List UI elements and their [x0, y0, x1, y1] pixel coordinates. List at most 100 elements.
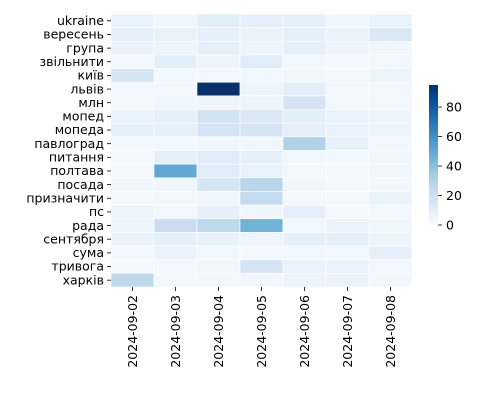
heatmap-cell: [368, 54, 413, 69]
heatmap-cell: [153, 232, 198, 247]
heatmap-cell: [196, 122, 241, 138]
x-tick-label: 2024-09-03: [168, 295, 183, 368]
heatmap-cell: [325, 68, 370, 83]
heatmap-cell: [239, 95, 284, 110]
heatmap-cell: [325, 13, 370, 28]
heatmap-cell: [196, 163, 241, 179]
heatmap-cell: [196, 68, 241, 83]
heatmap-cell: [153, 13, 198, 28]
heatmap-cell: [368, 81, 413, 97]
y-tick-label: мопед: [62, 109, 104, 124]
heatmap-cell: [282, 232, 327, 247]
heatmap-cell: [153, 109, 198, 124]
heatmap-cell: [239, 54, 284, 69]
heatmap-cell: [325, 245, 370, 261]
heatmap-cell: [325, 232, 370, 247]
heatmap-cell: [282, 136, 327, 151]
heatmap-cell: [239, 81, 284, 97]
heatmap-cell: [368, 40, 413, 56]
heatmap-cell: [110, 27, 155, 42]
heatmap-cell: [110, 68, 155, 83]
heatmap-cell: [325, 177, 370, 192]
heatmap-cell: [110, 13, 155, 28]
heatmap-cell: [368, 163, 413, 179]
x-tick-label: 2024-09-02: [125, 295, 140, 368]
heatmap-cell: [196, 259, 241, 274]
heatmap-cell: [239, 218, 284, 233]
heatmap-cell: [110, 245, 155, 261]
heatmap-cell: [196, 136, 241, 151]
heatmap-cell: [368, 245, 413, 261]
heatmap-cell: [239, 177, 284, 192]
heatmap-cell: [153, 68, 198, 83]
heatmap-cell: [239, 163, 284, 179]
heatmap-cell: [325, 109, 370, 124]
heatmap-cell: [239, 191, 284, 206]
colorbar-tick-label: 80: [446, 99, 462, 114]
heatmap-cell: [325, 150, 370, 165]
y-tick-label: пс: [89, 204, 104, 219]
heatmap-cell: [196, 54, 241, 69]
heatmap-cell: [110, 259, 155, 274]
heatmap-cell: [196, 40, 241, 56]
heatmap-cell: [196, 81, 241, 97]
y-tick-label: сентября: [43, 231, 104, 246]
heatmap-cell: [153, 150, 198, 165]
heatmap-cell: [239, 259, 284, 274]
heatmap-cell: [153, 191, 198, 206]
heatmap-cell: [368, 13, 413, 28]
heatmap-cell: [153, 27, 198, 42]
heatmap-cell: [325, 204, 370, 220]
heatmap-cell: [196, 150, 241, 165]
heatmap-cell: [282, 95, 327, 110]
heatmap-cell: [282, 191, 327, 206]
y-tick-label: київ: [77, 68, 104, 83]
heatmap-cell: [196, 273, 241, 288]
heatmap-cell: [239, 13, 284, 28]
heatmap-cell: [282, 259, 327, 274]
heatmap-cell: [153, 177, 198, 192]
heatmap-cell: [325, 122, 370, 138]
heatmap-cell: [153, 95, 198, 110]
heatmap-cell: [368, 273, 413, 288]
heatmap-cell: [368, 259, 413, 274]
heatmap-cell: [368, 218, 413, 233]
heatmap-cell: [282, 177, 327, 192]
y-tick-label: посада: [57, 177, 104, 192]
y-tick-label: млн: [78, 95, 104, 110]
heatmap-cell: [282, 218, 327, 233]
heatmap-cell: [325, 40, 370, 56]
x-tick-label: 2024-09-06: [297, 295, 312, 368]
y-axis-tick-labels: ukraineвересеньгрупазвільнитикиївльвівмл…: [26, 13, 111, 287]
heatmap-cell: [196, 191, 241, 206]
heatmap-cell: [153, 81, 198, 97]
heatmap-cell: [325, 218, 370, 233]
heatmap-cell: [282, 27, 327, 42]
y-tick-label: мопеда: [55, 122, 104, 137]
y-tick-label: питання: [49, 150, 104, 165]
x-axis-tick-labels: 2024-09-02 2024-09-03 2024-09-04 2024-09-05…: [125, 287, 398, 368]
y-tick-label: харків: [63, 272, 104, 287]
heatmap-cell: [110, 40, 155, 56]
x-tick-label: 2024-09-05: [254, 295, 269, 368]
heatmap-cell: [368, 109, 413, 124]
heatmap-cell: [325, 191, 370, 206]
heatmap-cell: [325, 95, 370, 110]
heatmap-cell: [196, 204, 241, 220]
colorbar-tick-label: 20: [446, 188, 462, 203]
y-tick-label: ukraine: [57, 13, 104, 28]
heatmap-cell: [325, 273, 370, 288]
heatmap-cell: [196, 232, 241, 247]
y-tick-label: призначити: [26, 190, 104, 205]
colorbar-tick-label: 40: [446, 158, 462, 173]
y-tick-label: група: [66, 40, 104, 55]
heatmap-cell: [368, 95, 413, 110]
heatmap-cell: [239, 122, 284, 138]
heatmap-cell: [325, 259, 370, 274]
colorbar-tick-label: 60: [446, 129, 462, 144]
heatmap-cell: [239, 245, 284, 261]
heatmap-cell: [196, 95, 241, 110]
heatmap-cell: [110, 273, 155, 288]
heatmap-cell: [282, 68, 327, 83]
heatmap-cell: [196, 218, 241, 233]
